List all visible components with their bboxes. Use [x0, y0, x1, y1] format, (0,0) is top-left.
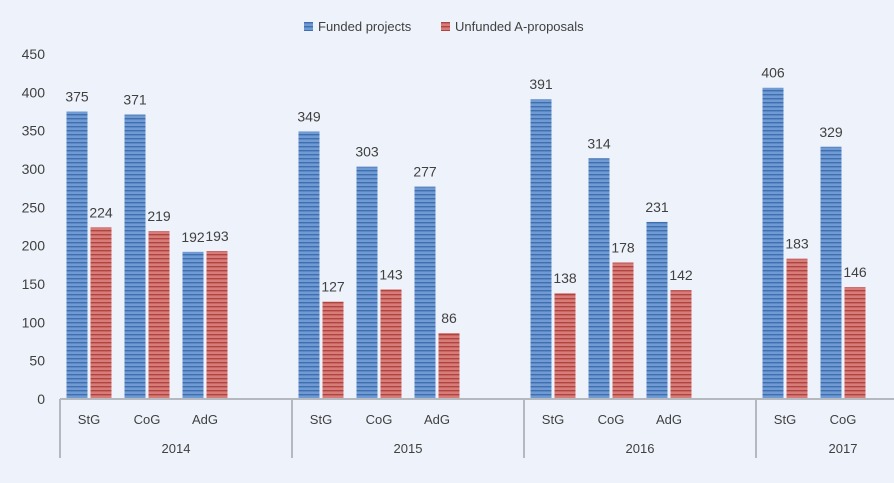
data-label: 314: [587, 135, 611, 151]
data-label: 178: [611, 240, 635, 256]
bar-unfunded: [786, 258, 808, 399]
bar-funded: [414, 186, 436, 399]
bar-unfunded: [206, 251, 228, 399]
group-label: 2017: [829, 441, 858, 456]
bar-funded: [646, 221, 668, 399]
data-label: 329: [819, 124, 843, 140]
y-tick-label: 200: [22, 238, 46, 254]
category-label: StG: [310, 412, 332, 427]
data-label: 127: [321, 279, 345, 295]
group-label: 2014: [162, 441, 191, 456]
data-label: 231: [645, 199, 669, 215]
category-label: AdG: [656, 412, 682, 427]
category-label: AdG: [192, 412, 218, 427]
data-label: 219: [147, 208, 171, 224]
category-label: CoG: [598, 412, 625, 427]
data-label: 142: [669, 267, 693, 283]
bar-unfunded: [322, 301, 344, 399]
bar-funded: [182, 251, 204, 399]
data-label: 349: [297, 108, 321, 124]
y-tick-label: 100: [22, 314, 46, 330]
bar-funded: [588, 158, 610, 399]
data-label: 143: [379, 266, 403, 282]
bar-unfunded: [844, 287, 866, 399]
y-tick-label: 150: [22, 276, 46, 292]
bar-unfunded: [438, 333, 460, 399]
data-label: 192: [181, 229, 205, 245]
category-label: CoG: [366, 412, 393, 427]
category-label: StG: [542, 412, 564, 427]
y-tick-label: 350: [22, 123, 46, 139]
data-label: 277: [413, 164, 437, 180]
bars: 375 224 371 219 192 193 349 127 303 143 277 86 391 13…: [65, 65, 867, 400]
data-label: 224: [89, 204, 113, 220]
y-tick-label: 250: [22, 199, 46, 215]
y-tick-label: 450: [22, 46, 46, 62]
bar-funded: [124, 114, 146, 400]
data-label: 391: [529, 76, 553, 92]
bar-funded: [66, 111, 88, 399]
bar-unfunded: [670, 290, 692, 399]
category-label: AdG: [424, 412, 450, 427]
data-label: 303: [355, 144, 379, 160]
data-label: 183: [785, 236, 809, 252]
bar-unfunded: [554, 293, 576, 399]
data-label: 406: [761, 65, 785, 81]
bar-funded: [530, 99, 552, 399]
category-label: StG: [774, 412, 796, 427]
category-label: StG: [78, 412, 100, 427]
y-tick-label: 300: [22, 161, 46, 177]
y-axis: 0 50 100 150 200 250 300 350 400 450: [22, 46, 46, 407]
y-tick-label: 50: [29, 353, 45, 369]
category-label: CoG: [134, 412, 161, 427]
bar-funded: [820, 146, 842, 399]
group-label: 2015: [394, 441, 423, 456]
data-label: 193: [205, 228, 229, 244]
data-label: 375: [65, 89, 89, 105]
group-label: 2016: [626, 441, 655, 456]
legend-label: Unfunded A-proposals: [455, 19, 584, 34]
legend-label: Funded projects: [318, 19, 412, 34]
bar-unfunded: [612, 262, 634, 399]
legend-swatch-1: [441, 22, 450, 31]
y-tick-label: 400: [22, 84, 46, 100]
bar-unfunded: [148, 231, 170, 399]
data-label: 86: [441, 310, 457, 326]
data-label: 371: [123, 92, 147, 108]
legend: Funded projects Unfunded A-proposals: [304, 19, 584, 34]
data-label: 146: [843, 264, 867, 280]
bar-unfunded: [90, 227, 112, 399]
bar-funded: [762, 87, 784, 399]
bar-funded: [356, 166, 378, 399]
category-label: CoG: [830, 412, 857, 427]
y-tick-label: 0: [37, 391, 45, 407]
bar-unfunded: [380, 289, 402, 399]
legend-swatch-0: [304, 22, 313, 31]
data-label: 138: [553, 270, 577, 286]
bar-funded: [298, 131, 320, 399]
